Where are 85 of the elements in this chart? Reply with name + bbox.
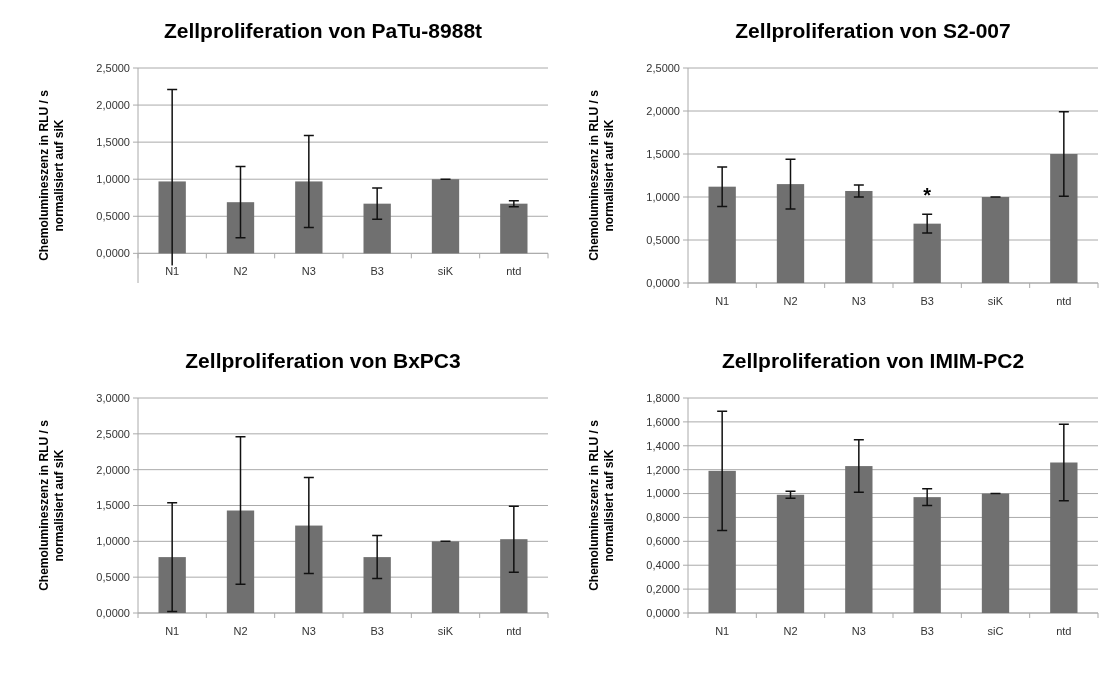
- y-tick-label: 1,8000: [646, 391, 680, 404]
- y-tick-label: 0,8000: [646, 511, 680, 524]
- bar: [158, 557, 186, 613]
- annotation: *: [923, 184, 932, 207]
- y-tick-label: 0,6000: [646, 535, 680, 548]
- chart-title: Zellproliferation von PaTu-8988t: [163, 19, 483, 42]
- y-tick-label: 1,0000: [96, 535, 130, 548]
- chart-title: Zellproliferation von S2-007: [735, 19, 1011, 42]
- y-tick-label: 2,0000: [646, 104, 680, 117]
- bar: [431, 541, 460, 613]
- bar: [981, 197, 1010, 283]
- y-tick-label: 1,5000: [96, 135, 130, 148]
- bar: [295, 181, 323, 254]
- bar: [363, 557, 391, 613]
- bar: [913, 497, 941, 613]
- bar: [500, 203, 528, 254]
- y-tick-label: 2,0000: [96, 98, 130, 111]
- bar: [1050, 154, 1078, 283]
- bar: [913, 223, 941, 283]
- y-tick-label: 1,6000: [646, 415, 680, 428]
- x-tick-label: B3: [920, 295, 934, 307]
- y-tick-label: 3,0000: [96, 391, 130, 404]
- x-tick-label: N2: [783, 625, 798, 637]
- y-axis-title: Chemolumineszenz in RLU / s normalisiert auf siK: [587, 419, 616, 591]
- bar: [431, 179, 460, 254]
- y-tick-label: 1,0000: [96, 173, 130, 186]
- y-tick-label: 0,0000: [646, 276, 680, 289]
- x-tick-label: siC: [987, 625, 1004, 637]
- x-tick-label: ntd: [506, 625, 522, 637]
- x-tick-label: N1: [165, 625, 180, 637]
- chart-title: Zellproliferation von IMIM-PC2: [721, 349, 1025, 372]
- bar: [845, 190, 873, 283]
- y-tick-label: 0,5000: [96, 210, 130, 223]
- y-tick-label: 2,5000: [96, 427, 130, 440]
- x-tick-label: B3: [920, 625, 934, 637]
- bar: [226, 202, 255, 254]
- bar: [158, 181, 186, 254]
- y-tick-label: 1,2000: [646, 463, 680, 476]
- y-tick-label: 0,0000: [646, 606, 680, 619]
- bar: [776, 184, 805, 283]
- y-axis-title: Chemolumineszenz in RLU / s normalisiert auf siK: [37, 89, 66, 261]
- y-tick-label: 0,2000: [646, 582, 680, 595]
- x-tick-label: siK: [987, 295, 1004, 307]
- y-tick-label: 0,4000: [646, 559, 680, 572]
- y-axis-title: Chemolumineszenz in RLU / s normalisiert auf siK: [587, 89, 616, 261]
- y-tick-label: 1,5000: [96, 499, 130, 512]
- x-tick-label: N3: [301, 625, 316, 637]
- x-tick-label: N1: [715, 295, 730, 307]
- bar: [776, 494, 805, 613]
- bar: [981, 493, 1010, 613]
- y-tick-label: 1,0000: [646, 190, 680, 203]
- bar: [1050, 462, 1078, 613]
- x-tick-label: ntd: [506, 265, 522, 278]
- x-tick-label: N2: [783, 295, 798, 307]
- y-tick-label: 2,0000: [96, 463, 130, 476]
- y-tick-label: 0,0000: [96, 606, 130, 619]
- x-tick-label: ntd: [1056, 625, 1072, 637]
- x-tick-label: B3: [370, 625, 384, 637]
- y-tick-label: 1,4000: [646, 439, 680, 452]
- y-tick-label: 1,0000: [646, 487, 680, 500]
- y-tick-label: 0,0000: [96, 247, 130, 260]
- y-tick-label: 0,5000: [96, 571, 130, 584]
- x-tick-label: siK: [437, 625, 454, 637]
- bar: [295, 525, 323, 613]
- x-tick-label: N2: [233, 625, 248, 637]
- x-tick-label: ntd: [1056, 295, 1072, 307]
- bar: [708, 186, 736, 283]
- x-tick-label: siK: [437, 265, 454, 278]
- x-tick-label: N3: [851, 625, 866, 637]
- bar: [500, 539, 528, 613]
- bar: [845, 466, 873, 613]
- x-tick-label: N3: [301, 265, 316, 278]
- x-tick-label: N2: [233, 265, 248, 278]
- x-tick-label: N1: [715, 625, 730, 637]
- y-tick-label: 2,5000: [646, 61, 680, 74]
- x-tick-label: N3: [851, 295, 866, 307]
- y-tick-label: 1,5000: [646, 147, 680, 160]
- bar: [363, 203, 391, 254]
- chart-title: Zellproliferation von BxPC3: [185, 349, 461, 372]
- y-axis-title: Chemolumineszenz in RLU / s normalisiert auf siK: [37, 419, 66, 591]
- x-tick-label: B3: [370, 265, 384, 278]
- bar: [226, 510, 255, 613]
- bar: [708, 470, 736, 613]
- y-tick-label: 0,5000: [646, 233, 680, 246]
- y-tick-label: 2,5000: [96, 61, 130, 74]
